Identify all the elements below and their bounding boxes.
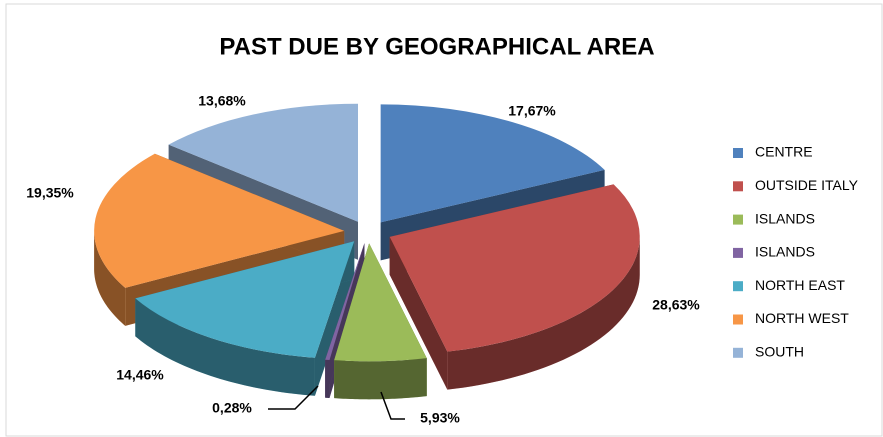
- legend-label: NORTH EAST: [755, 277, 845, 293]
- data-label: 17,67%: [508, 103, 556, 119]
- slice-side: [325, 359, 330, 399]
- slice-side: [334, 358, 427, 400]
- slice-side-shade: [389, 236, 448, 390]
- slice-side-shade: [94, 230, 126, 326]
- slice-side: [389, 236, 448, 390]
- legend-label: ISLANDS: [755, 210, 815, 226]
- leader-line: [268, 385, 319, 410]
- leader-line: [380, 391, 405, 420]
- slice-side-shade: [135, 298, 315, 396]
- legend-swatch: [733, 148, 743, 158]
- data-label: 13,68%: [198, 93, 246, 109]
- legend-label: SOUTH: [755, 344, 804, 360]
- slice: [325, 243, 365, 361]
- slice: [168, 103, 359, 222]
- legend-swatch: [733, 181, 743, 192]
- slice: [389, 184, 640, 352]
- legend-label: NORTH WEST: [755, 310, 849, 326]
- data-label: 5,93%: [420, 410, 460, 426]
- slice: [94, 153, 345, 288]
- slice-side-shade: [334, 358, 427, 400]
- slice-side: [135, 298, 315, 396]
- data-label: 0,28%: [212, 400, 252, 416]
- data-label: 14,46%: [116, 367, 164, 383]
- legend-swatch: [733, 347, 743, 358]
- data-label: 28,63%: [652, 297, 700, 313]
- legend-label: OUTSIDE ITALY: [755, 177, 859, 193]
- chart-title: PAST DUE BY GEOGRAPHICAL AREA: [219, 33, 654, 60]
- slice-side: [447, 236, 640, 390]
- slice: [380, 104, 605, 223]
- legend-swatch: [733, 314, 743, 325]
- slice-side: [94, 230, 126, 326]
- legend-swatch: [733, 281, 743, 292]
- slice: [135, 241, 355, 358]
- slice: [334, 243, 427, 362]
- slice-side-shade: [325, 359, 330, 399]
- pie: [94, 103, 640, 400]
- data-label: 19,35%: [26, 185, 74, 201]
- legend-label: ISLANDS: [755, 244, 815, 260]
- legend-label: CENTRE: [755, 144, 813, 160]
- legend-swatch: [733, 214, 743, 225]
- legend-swatch: [733, 247, 743, 258]
- slice-side-shade: [447, 236, 640, 390]
